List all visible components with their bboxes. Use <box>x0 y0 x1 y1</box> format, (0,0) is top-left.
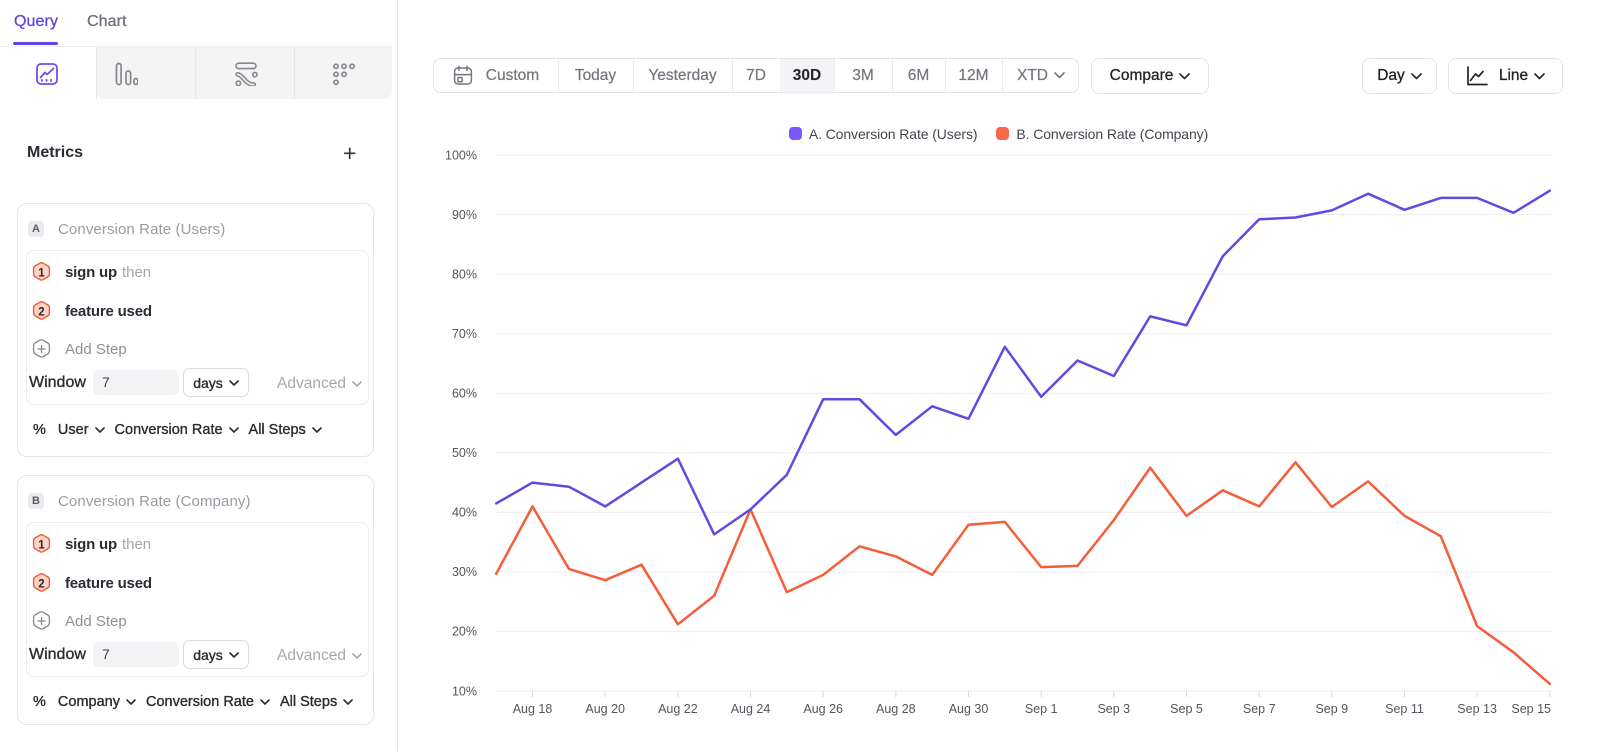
svg-text:1: 1 <box>38 267 45 279</box>
svg-text:90%: 90% <box>452 208 477 222</box>
svg-text:2: 2 <box>38 306 44 318</box>
svg-text:Aug 20: Aug 20 <box>585 702 625 716</box>
svg-text:70%: 70% <box>452 327 477 341</box>
svg-text:Sep 11: Sep 11 <box>1385 702 1424 716</box>
svg-text:Aug 30: Aug 30 <box>949 702 989 716</box>
svg-text:Aug 22: Aug 22 <box>658 702 698 716</box>
svg-text:1: 1 <box>38 539 45 551</box>
svg-text:80%: 80% <box>452 268 477 282</box>
svg-text:Aug 18: Aug 18 <box>513 702 553 716</box>
svg-text:Sep 7: Sep 7 <box>1243 702 1276 716</box>
svg-text:20%: 20% <box>452 625 477 639</box>
svg-text:Sep 15: Sep 15 <box>1511 702 1551 716</box>
svg-text:30%: 30% <box>452 565 477 579</box>
svg-text:Aug 26: Aug 26 <box>803 702 843 716</box>
svg-text:Aug 28: Aug 28 <box>876 702 916 716</box>
svg-text:100%: 100% <box>445 149 477 163</box>
svg-text:Sep 13: Sep 13 <box>1457 702 1497 716</box>
svg-text:Aug 24: Aug 24 <box>731 702 771 716</box>
svg-text:60%: 60% <box>452 387 477 401</box>
svg-text:50%: 50% <box>452 446 477 460</box>
svg-text:Sep 5: Sep 5 <box>1170 702 1203 716</box>
svg-text:Sep 9: Sep 9 <box>1315 702 1348 716</box>
svg-text:2: 2 <box>38 578 44 590</box>
svg-text:40%: 40% <box>452 506 477 520</box>
svg-text:Sep 1: Sep 1 <box>1025 702 1058 716</box>
svg-text:10%: 10% <box>452 685 477 699</box>
svg-text:Sep 3: Sep 3 <box>1097 702 1130 716</box>
